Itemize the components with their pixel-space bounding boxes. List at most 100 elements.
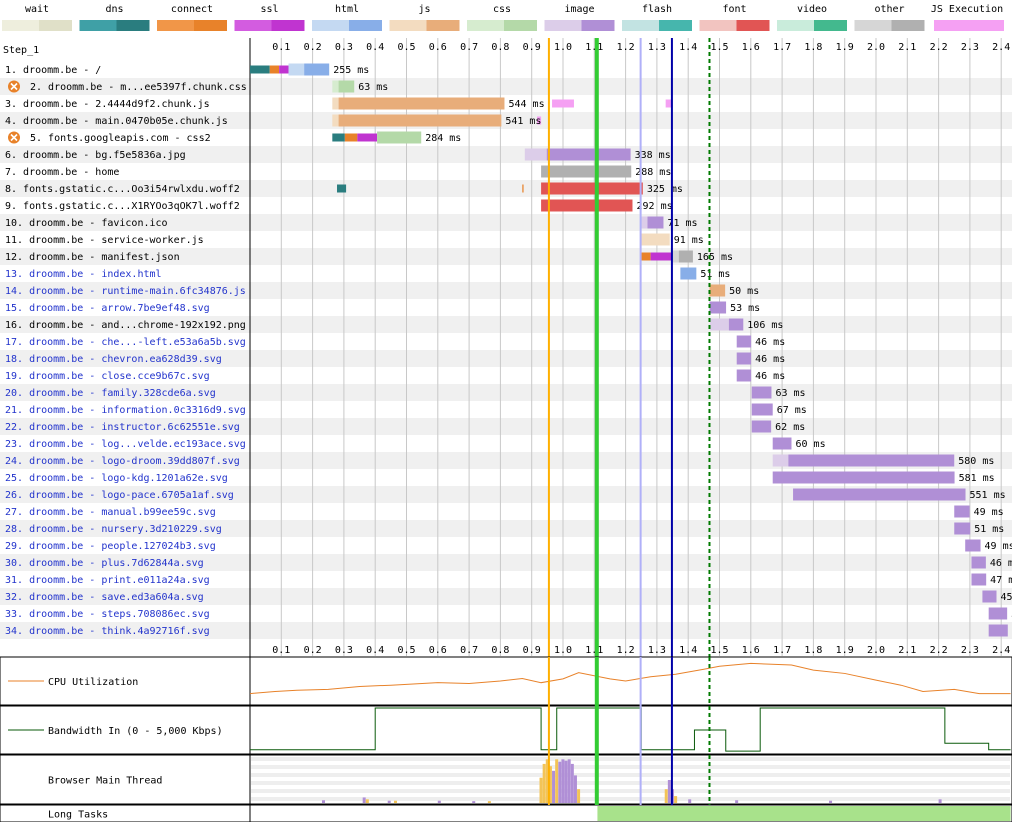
download-segment — [736, 352, 752, 365]
download-segment — [541, 199, 633, 212]
connect-segment — [344, 133, 358, 142]
wait-segment — [641, 216, 648, 229]
legend-swatch-dark — [39, 20, 72, 31]
duration-label: 63 ms — [775, 388, 805, 399]
duration-label: 63 ms — [358, 82, 388, 93]
download-segment — [971, 573, 987, 586]
legend-swatch-light — [234, 20, 272, 31]
legend-label-font: font — [722, 4, 746, 15]
tick-label-top: 1.1 — [585, 42, 603, 53]
request-label: 5. fonts.googleapis.com - css2 — [30, 133, 211, 144]
download-segment — [736, 335, 752, 348]
legend-swatch-dark — [271, 20, 305, 31]
main-thread-activity — [667, 780, 671, 803]
request-label: 26. droomm.be - logo-pace.6705a1af.svg — [5, 490, 234, 501]
tick-label-bottom: 1.6 — [742, 645, 760, 656]
tick-label-bottom: 2.2 — [930, 645, 948, 656]
request-label: 21. droomm.be - information.0c3316d9.svg — [5, 405, 246, 416]
dns-segment — [250, 65, 270, 74]
tick-label-top: 1.8 — [804, 42, 822, 53]
download-segment — [751, 420, 772, 433]
request-label: 25. droomm.be - logo-kdg.1201a62e.svg — [5, 473, 228, 484]
main-thread-activity — [362, 797, 366, 803]
row-bg — [0, 486, 1012, 503]
tick-label-bottom: 1.5 — [710, 645, 728, 656]
tick-label-bottom: 0.1 — [272, 645, 290, 656]
request-label: 4. droomm.be - main.0470b05e.chunk.js — [5, 116, 228, 127]
wait-segment — [641, 233, 670, 246]
tick-label-bottom: 1.3 — [648, 645, 666, 656]
bandwidth-in-label: Bandwidth In (0 - 5,000 Kbps) — [48, 726, 223, 737]
request-label: 6. droomm.be - bg.f5e5836a.jpg — [5, 150, 186, 161]
duration-label: 60 ms — [795, 439, 825, 450]
main-thread-activity — [561, 759, 565, 803]
legend-swatch-light — [467, 20, 504, 31]
download-segment — [751, 386, 772, 399]
row-bg — [0, 146, 1012, 163]
row-bg — [0, 520, 1012, 537]
legend-swatch-light — [854, 20, 892, 31]
ssl-segment — [279, 65, 289, 74]
tick-label-bottom: 0.8 — [491, 645, 509, 656]
legend-swatch-light — [79, 20, 117, 31]
row-bg — [0, 299, 1012, 316]
download-segment — [647, 216, 664, 229]
wait-segment — [710, 318, 729, 331]
legend-label-video: video — [797, 4, 827, 15]
connect-segment — [641, 252, 651, 261]
download-segment — [546, 148, 631, 161]
request-label: 30. droomm.be - plus.7d62844a.svg — [5, 558, 204, 569]
row-bg — [0, 571, 1012, 588]
row-bg — [0, 316, 1012, 333]
row-bg — [0, 129, 1012, 146]
request-label: 33. droomm.be - steps.708086ec.svg — [5, 609, 210, 620]
main-thread-stripe — [251, 797, 1010, 801]
dns-segment — [332, 133, 345, 142]
request-label: 16. droomm.be - and...chrome-192x192.png — [5, 320, 246, 331]
row-bg — [0, 95, 1012, 112]
dns-segment — [337, 184, 347, 193]
legend-swatch-light — [622, 20, 659, 31]
request-label: 18. droomm.be - chevron.ea628d39.svg — [5, 354, 222, 365]
row-bg — [0, 333, 1012, 350]
legend-swatch-dark — [504, 20, 537, 31]
download-segment — [988, 607, 1008, 620]
legend: wait dns connect ssl html js css image flash font… — [2, 4, 1004, 31]
tick-label-top: 0.7 — [460, 42, 478, 53]
time-axis-top: 0.1 0.2 0.3 0.4 0.5 0.6 0.7 0.8 0.9 1.0 1.1 1.2 1.3 1… — [272, 42, 1010, 53]
request-label: 15. droomm.be - arrow.7be9ef48.svg — [5, 303, 210, 314]
main-thread-activity — [548, 766, 552, 803]
duration-label: 284 ms — [425, 133, 461, 144]
duration-label: 46 ms — [755, 337, 785, 348]
request-label: 27. droomm.be - manual.b99ee59c.svg — [5, 507, 216, 518]
tick-label-bottom: 0.6 — [429, 645, 447, 656]
main-thread-activity — [567, 759, 571, 803]
request-label: 14. droomm.be - runtime-main.6fc34876.js — [5, 286, 246, 297]
legend-swatch-light — [699, 20, 737, 31]
wait-segment — [772, 454, 789, 467]
duration-label: 51 ms — [974, 524, 1004, 535]
tick-label-bottom: 2.4 — [992, 645, 1010, 656]
row-bg — [0, 61, 1012, 78]
legend-swatch-light — [157, 20, 194, 31]
row-bg — [0, 180, 1012, 197]
browser-main-thread-label: Browser Main Thread — [48, 776, 162, 787]
download-segment — [338, 114, 502, 127]
main-thread-activity — [664, 789, 668, 803]
legend-label-other: other — [874, 4, 904, 15]
main-thread-stripe — [251, 789, 1010, 793]
duration-label: 49 ms — [974, 507, 1004, 518]
main-thread-activity — [938, 799, 942, 803]
legend-swatch-dark — [116, 20, 150, 31]
duration-label: 288 ms — [635, 167, 671, 178]
main-thread-activity — [542, 763, 546, 803]
duration-label: 53 ms — [730, 303, 760, 314]
duration-label: 46 ms — [755, 354, 785, 365]
request-labels: 1. droomm.be - / 2. droomm.be - m...ee539… — [5, 65, 247, 637]
tick-label-top: 0.1 — [272, 42, 290, 53]
duration-label: 580 ms — [958, 456, 994, 467]
error-icon-cross — [10, 82, 18, 91]
duration-label: 581 ms — [959, 473, 995, 484]
tick-label-bottom: 0.2 — [304, 645, 322, 656]
tick-label-bottom: 0.4 — [366, 645, 384, 656]
